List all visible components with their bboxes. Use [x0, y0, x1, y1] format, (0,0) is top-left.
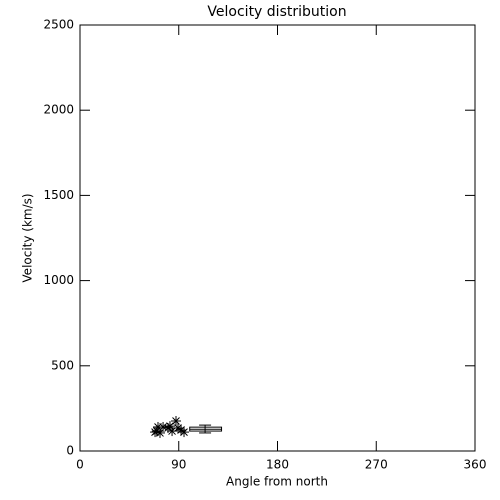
- point: [176, 425, 187, 436]
- y-tick-label: 2500: [43, 18, 74, 32]
- asterisk-stroke: [168, 427, 176, 435]
- x-tick-label: 180: [266, 458, 289, 472]
- x-tick-label: 270: [365, 458, 388, 472]
- asterisk-stroke: [152, 427, 161, 435]
- asterisk-stroke: [156, 429, 164, 437]
- asterisk-stroke: [180, 428, 188, 436]
- point: [164, 421, 175, 432]
- y-tick-label: 1000: [43, 273, 74, 287]
- asterisk-stroke: [172, 417, 180, 425]
- asterisk-stroke: [174, 424, 182, 432]
- y-tick-label: 0: [66, 444, 74, 458]
- x-axis-label: Angle from north: [226, 475, 328, 489]
- point: [171, 416, 182, 427]
- plot-frame: [79, 24, 476, 452]
- x-tick-label: 0: [76, 458, 84, 472]
- asterisk-stroke: [159, 423, 167, 431]
- y-tick-label: 1500: [43, 188, 74, 202]
- point: [179, 427, 190, 438]
- chart-title: Velocity distribution: [207, 4, 346, 20]
- y-tick-label: 500: [51, 358, 74, 372]
- point: [151, 426, 162, 437]
- x-tick-label: 360: [464, 458, 487, 472]
- y-tick-label: 2000: [43, 103, 74, 117]
- y-axis-label: Velocity (km/s): [21, 193, 35, 282]
- asterisk-stroke: [166, 422, 174, 430]
- x-tick-label: 90: [171, 458, 186, 472]
- asterisk-stroke: [177, 426, 185, 434]
